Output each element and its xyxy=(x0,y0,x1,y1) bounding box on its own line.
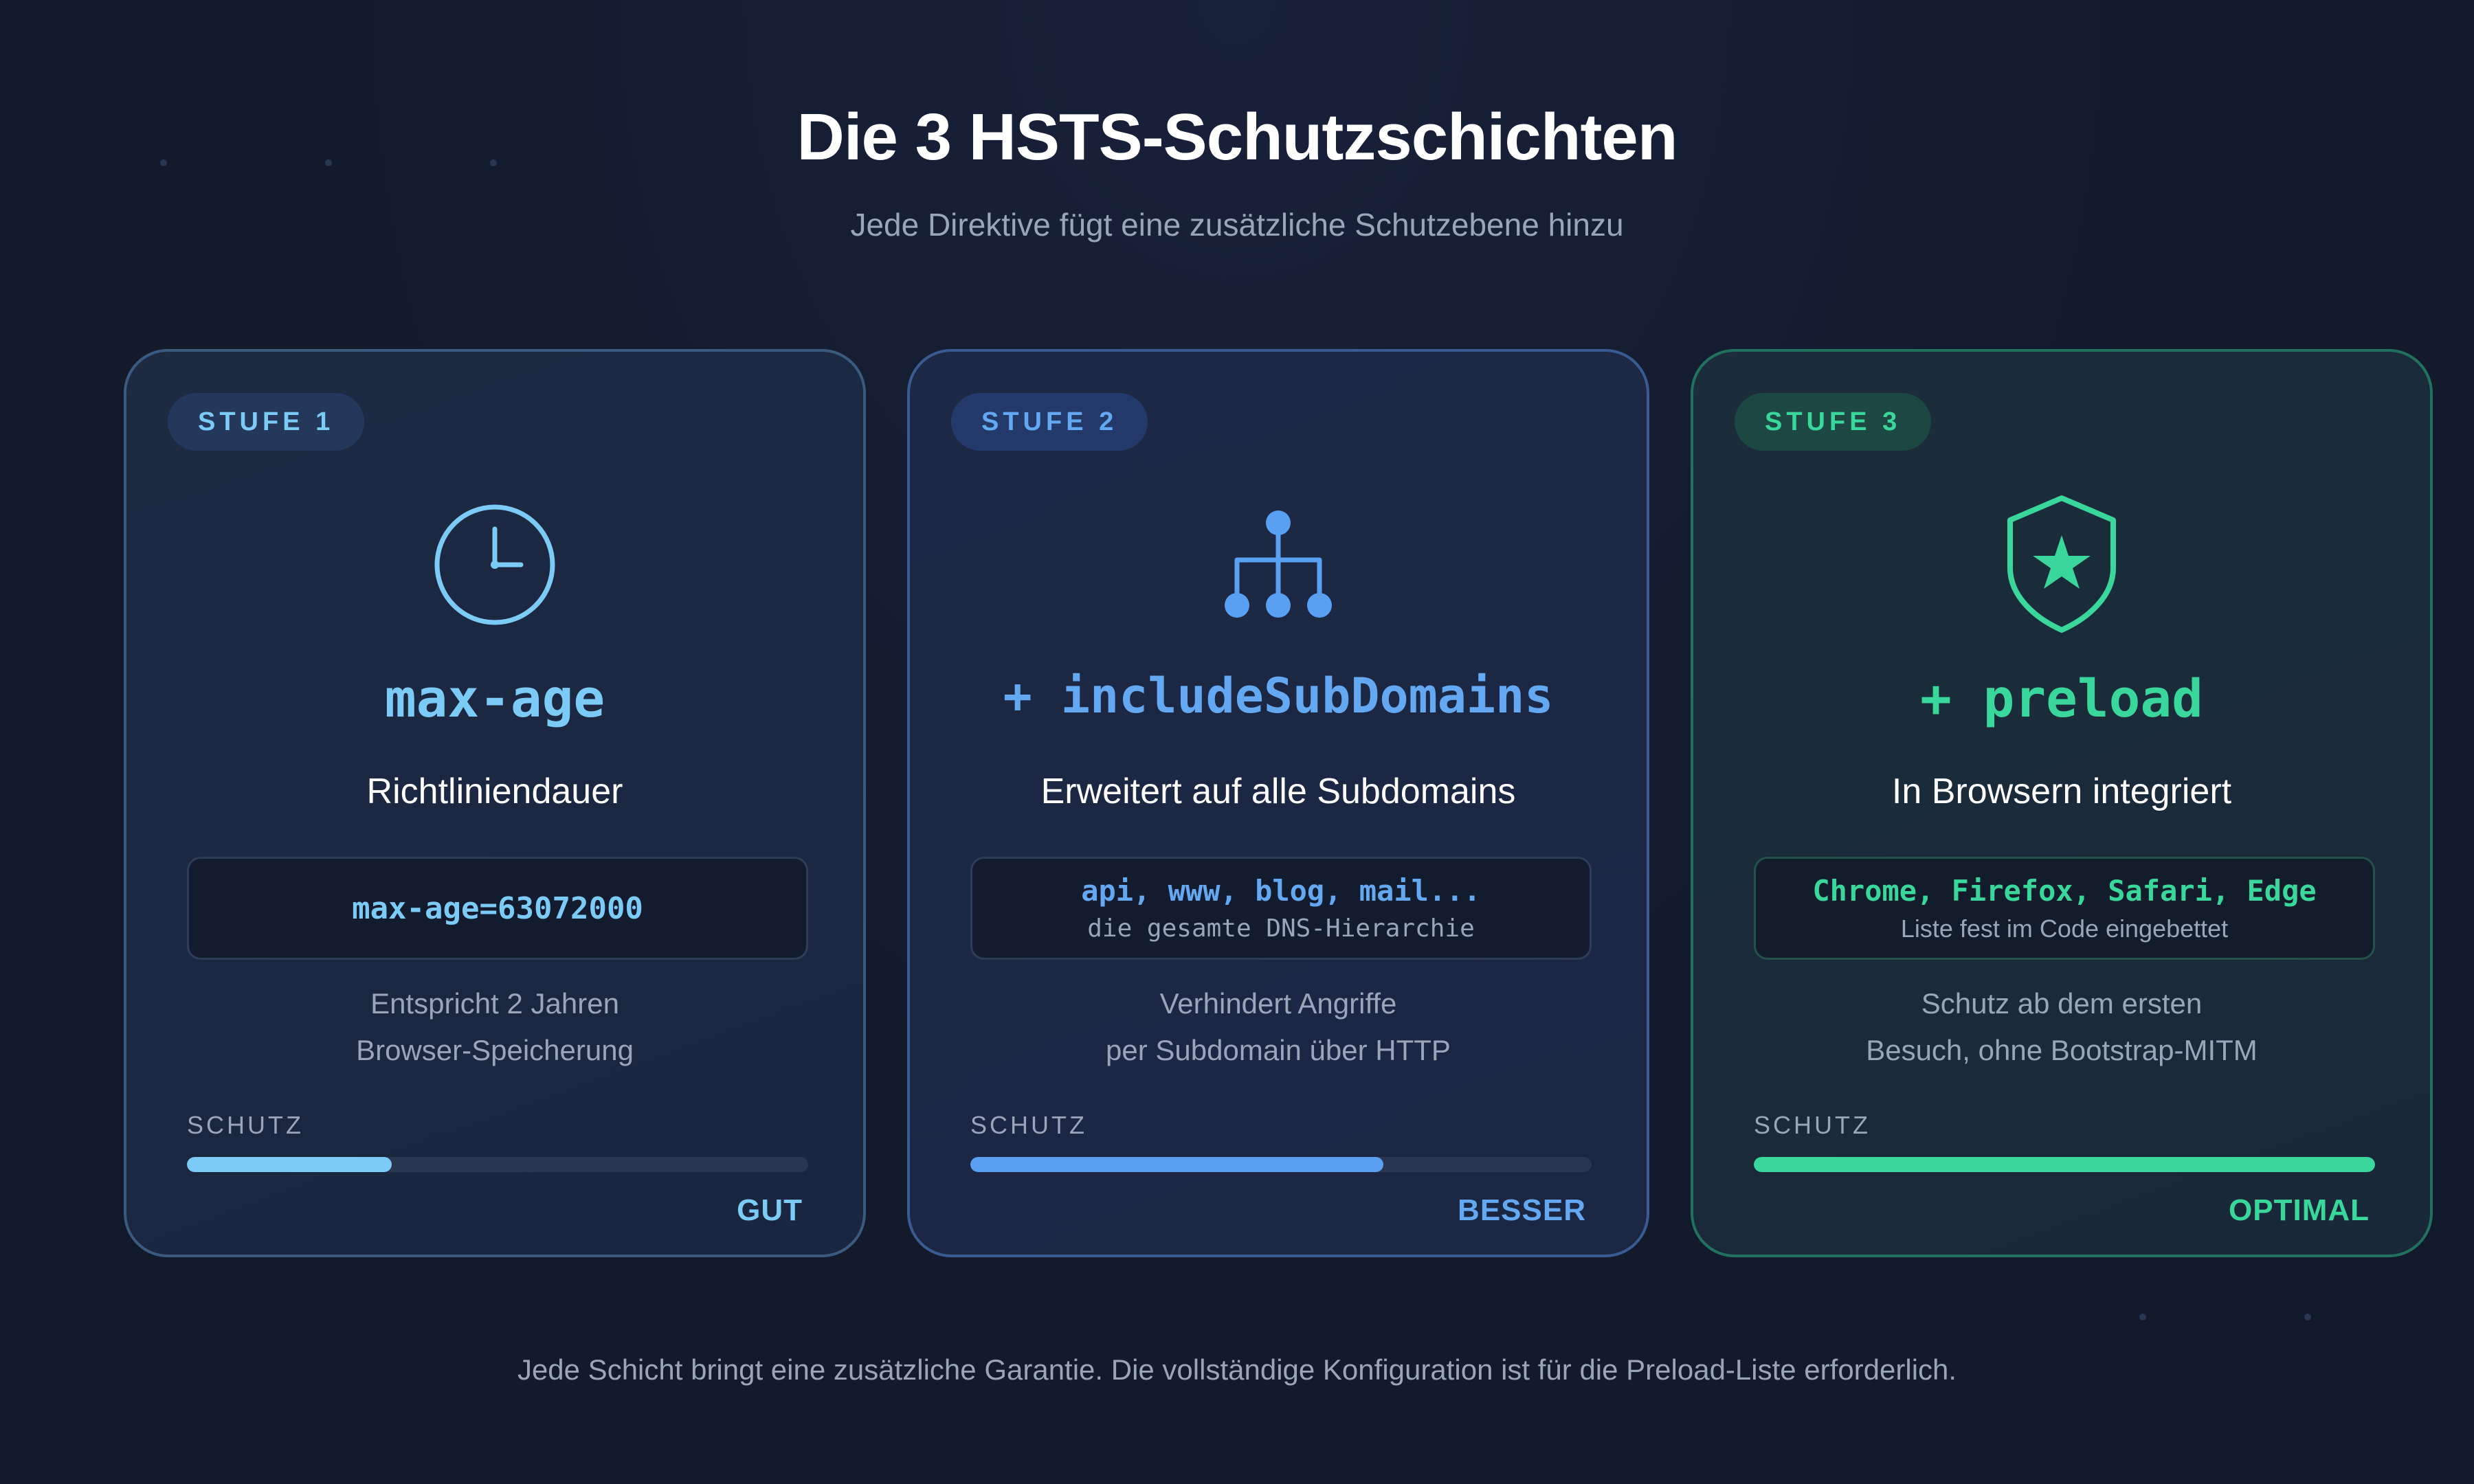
protection-bar-fill xyxy=(970,1157,1384,1172)
hierarchy-icon xyxy=(910,496,1647,633)
protection-bar xyxy=(970,1157,1592,1172)
layer-description: Schutz ab dem ersten Besuch, ohne Bootst… xyxy=(1693,980,2430,1074)
directive-name: + preload xyxy=(1920,668,2203,729)
stage-badge: STUFE 2 xyxy=(951,393,1148,451)
code-sub: Liste fest im Code eingebettet xyxy=(1900,914,2229,943)
directive-name: + includeSubDomains xyxy=(1003,668,1554,724)
code-sub: die gesamte DNS-Hierarchie xyxy=(1087,914,1475,943)
description-line: Verhindert Angriffe xyxy=(1159,987,1397,1020)
stage-badge: STUFE 3 xyxy=(1735,393,1932,451)
description-line: Browser-Speicherung xyxy=(356,1034,634,1066)
code-main: max-age=63072000 xyxy=(352,890,643,926)
clock-icon xyxy=(126,496,863,633)
description-line: per Subdomain über HTTP xyxy=(1106,1034,1451,1066)
footnote: Jede Schicht bringt eine zusätzliche Gar… xyxy=(517,1353,1957,1386)
stage-badge: STUFE 1 xyxy=(168,393,365,451)
background-dot xyxy=(325,159,332,166)
protection-label: SCHUTZ xyxy=(970,1111,1087,1139)
directive-name: max-age xyxy=(384,668,605,729)
protection-bar-fill xyxy=(187,1157,392,1172)
description-line: Besuch, ohne Bootstrap-MITM xyxy=(1866,1034,2258,1066)
layer-card-max-age: STUFE 1 max-age Richtliniendauer max-age… xyxy=(124,349,866,1257)
description-line: Schutz ab dem ersten xyxy=(1921,987,2203,1020)
layer-heading: In Browsern integriert xyxy=(1891,772,2232,811)
code-example: Chrome, Firefox, Safari, Edge Liste fest… xyxy=(1754,857,2375,960)
protection-bar xyxy=(187,1157,808,1172)
code-main: Chrome, Firefox, Safari, Edge xyxy=(1812,873,2317,908)
background-dot xyxy=(2304,1314,2311,1320)
layer-card-preload: STUFE 3 + preload In Browsern integriert… xyxy=(1691,349,2433,1257)
description-line: Entspricht 2 Jahren xyxy=(370,987,619,1020)
code-example: api, www, blog, mail... die gesamte DNS-… xyxy=(970,857,1592,960)
code-main: api, www, blog, mail... xyxy=(1081,874,1481,908)
protection-bar-fill xyxy=(1754,1157,2375,1172)
protection-bar xyxy=(1754,1157,2375,1172)
background-dot xyxy=(490,159,497,166)
protection-label: SCHUTZ xyxy=(1754,1111,1871,1139)
code-example: max-age=63072000 xyxy=(187,857,808,960)
layer-description: Verhindert Angriffe per Subdomain über H… xyxy=(910,980,1647,1074)
layer-description: Entspricht 2 Jahren Browser-Speicherung xyxy=(126,980,863,1074)
layer-heading: Erweitert auf alle Subdomains xyxy=(1040,772,1516,811)
shield-star-icon xyxy=(1693,495,2430,633)
page-title: Die 3 HSTS-Schutzschichten xyxy=(796,100,1678,174)
background-dot xyxy=(160,159,167,166)
protection-level-label: OPTIMAL xyxy=(2229,1193,2370,1227)
layer-card-include-subdomains: STUFE 2 + includeSubDomains Erweitert au… xyxy=(907,349,1649,1257)
protection-level-label: BESSER xyxy=(1458,1193,1586,1227)
background-dot xyxy=(2139,1314,2146,1320)
protection-label: SCHUTZ xyxy=(187,1111,304,1139)
page-subtitle: Jede Direktive fügt eine zusätzliche Sch… xyxy=(850,207,1624,243)
layer-heading: Richtliniendauer xyxy=(366,772,623,811)
protection-level-label: GUT xyxy=(737,1193,803,1227)
